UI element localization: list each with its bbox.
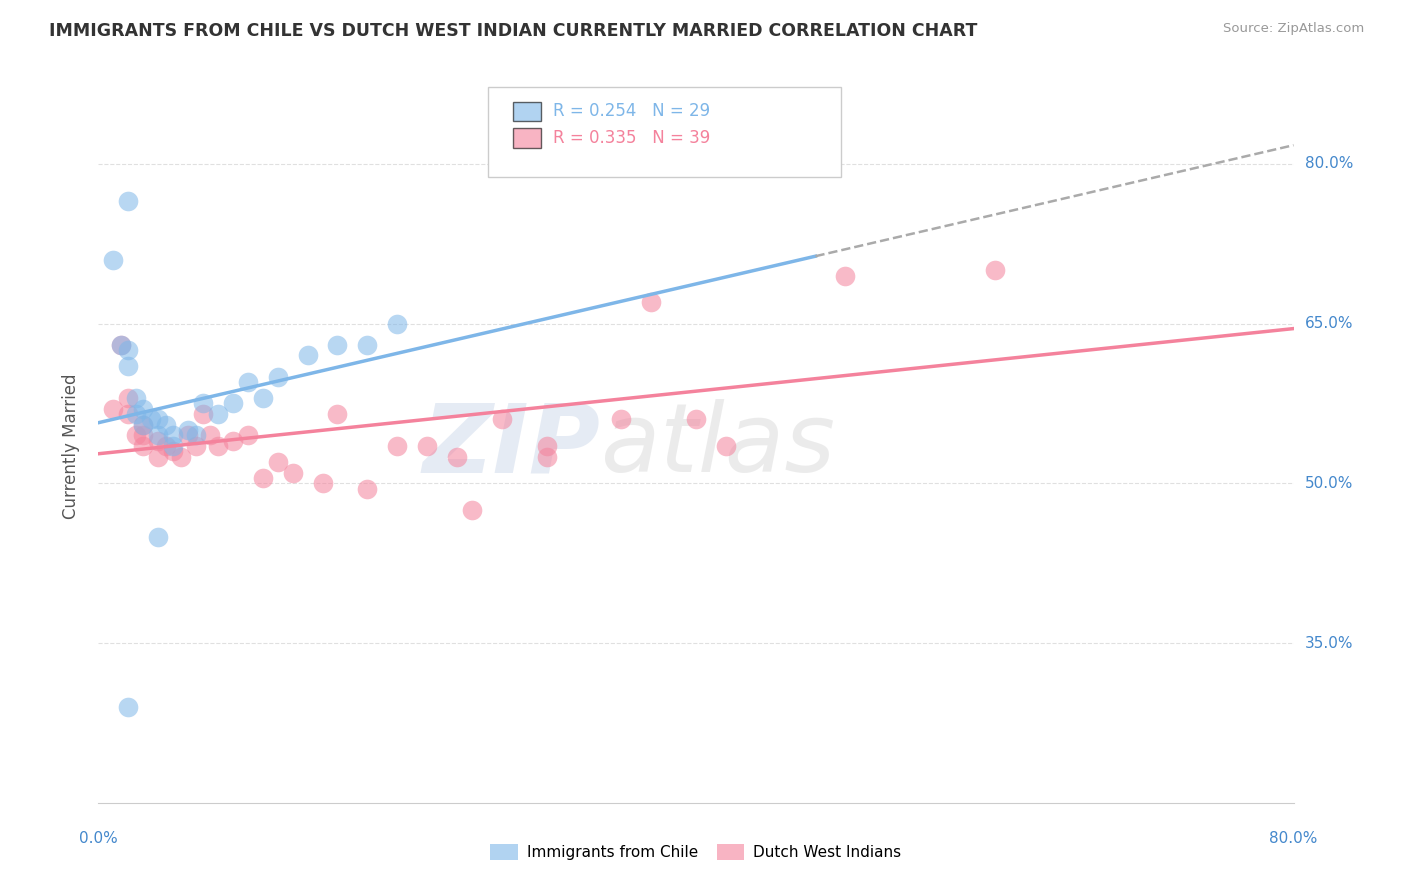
Point bbox=[148, 450, 170, 464]
Point bbox=[148, 529, 170, 543]
Point bbox=[162, 444, 184, 458]
Point bbox=[491, 412, 513, 426]
Point bbox=[117, 700, 139, 714]
Text: Source: ZipAtlas.com: Source: ZipAtlas.com bbox=[1223, 22, 1364, 36]
Point bbox=[132, 401, 155, 416]
Point bbox=[117, 194, 139, 208]
Point bbox=[834, 268, 856, 283]
Y-axis label: Currently Married: Currently Married bbox=[62, 373, 80, 519]
Point bbox=[200, 428, 222, 442]
Point bbox=[222, 396, 245, 410]
Point bbox=[207, 439, 229, 453]
Point bbox=[685, 412, 707, 426]
Text: IMMIGRANTS FROM CHILE VS DUTCH WEST INDIAN CURRENTLY MARRIED CORRELATION CHART: IMMIGRANTS FROM CHILE VS DUTCH WEST INDI… bbox=[49, 22, 977, 40]
Point bbox=[132, 417, 155, 432]
Point bbox=[125, 428, 148, 442]
Point bbox=[536, 439, 558, 453]
Text: 80.0%: 80.0% bbox=[1270, 830, 1317, 846]
Point bbox=[162, 439, 184, 453]
Point bbox=[640, 295, 662, 310]
Point bbox=[169, 450, 191, 464]
Text: R = 0.254   N = 29: R = 0.254 N = 29 bbox=[553, 103, 710, 120]
Point bbox=[125, 391, 148, 405]
Point bbox=[714, 439, 737, 453]
Point bbox=[110, 338, 132, 352]
Point bbox=[385, 439, 409, 453]
Point bbox=[148, 434, 170, 448]
Point bbox=[148, 412, 170, 426]
Point bbox=[236, 428, 259, 442]
Point bbox=[177, 428, 200, 442]
Point bbox=[177, 423, 200, 437]
Point bbox=[117, 391, 139, 405]
Point bbox=[191, 407, 214, 421]
Point bbox=[148, 428, 170, 442]
Point bbox=[132, 439, 155, 453]
Point bbox=[155, 439, 177, 453]
Point bbox=[117, 343, 139, 358]
Point bbox=[311, 476, 333, 491]
Point bbox=[117, 359, 139, 373]
Point bbox=[385, 317, 409, 331]
Point bbox=[222, 434, 245, 448]
Point bbox=[236, 375, 259, 389]
Text: ZIP: ZIP bbox=[422, 400, 600, 492]
Point bbox=[610, 412, 633, 426]
Point bbox=[356, 482, 378, 496]
Point bbox=[191, 396, 214, 410]
Text: 50.0%: 50.0% bbox=[1305, 475, 1353, 491]
Point bbox=[110, 338, 132, 352]
Point bbox=[297, 349, 319, 363]
Point bbox=[207, 407, 229, 421]
Point bbox=[117, 407, 139, 421]
Point bbox=[267, 455, 290, 469]
Point bbox=[281, 466, 304, 480]
Text: 0.0%: 0.0% bbox=[79, 830, 118, 846]
Point bbox=[132, 428, 155, 442]
Point bbox=[267, 369, 290, 384]
Point bbox=[326, 407, 349, 421]
Point bbox=[162, 428, 184, 442]
Point bbox=[446, 450, 468, 464]
Point bbox=[155, 417, 177, 432]
Point bbox=[125, 407, 148, 421]
Text: atlas: atlas bbox=[600, 400, 835, 492]
Point bbox=[984, 263, 1007, 277]
Point bbox=[252, 391, 274, 405]
Point bbox=[536, 450, 558, 464]
Point bbox=[416, 439, 439, 453]
Text: R = 0.335   N = 39: R = 0.335 N = 39 bbox=[553, 129, 710, 147]
Point bbox=[356, 338, 378, 352]
Text: 65.0%: 65.0% bbox=[1305, 316, 1353, 331]
Point bbox=[461, 503, 484, 517]
Point bbox=[132, 417, 155, 432]
Point bbox=[184, 428, 207, 442]
Text: 80.0%: 80.0% bbox=[1305, 156, 1353, 171]
Point bbox=[103, 401, 125, 416]
Legend: Immigrants from Chile, Dutch West Indians: Immigrants from Chile, Dutch West Indian… bbox=[484, 838, 908, 866]
Text: 35.0%: 35.0% bbox=[1305, 635, 1353, 650]
Point bbox=[252, 471, 274, 485]
Point bbox=[103, 252, 125, 267]
Point bbox=[139, 412, 162, 426]
Point bbox=[184, 439, 207, 453]
Point bbox=[326, 338, 349, 352]
